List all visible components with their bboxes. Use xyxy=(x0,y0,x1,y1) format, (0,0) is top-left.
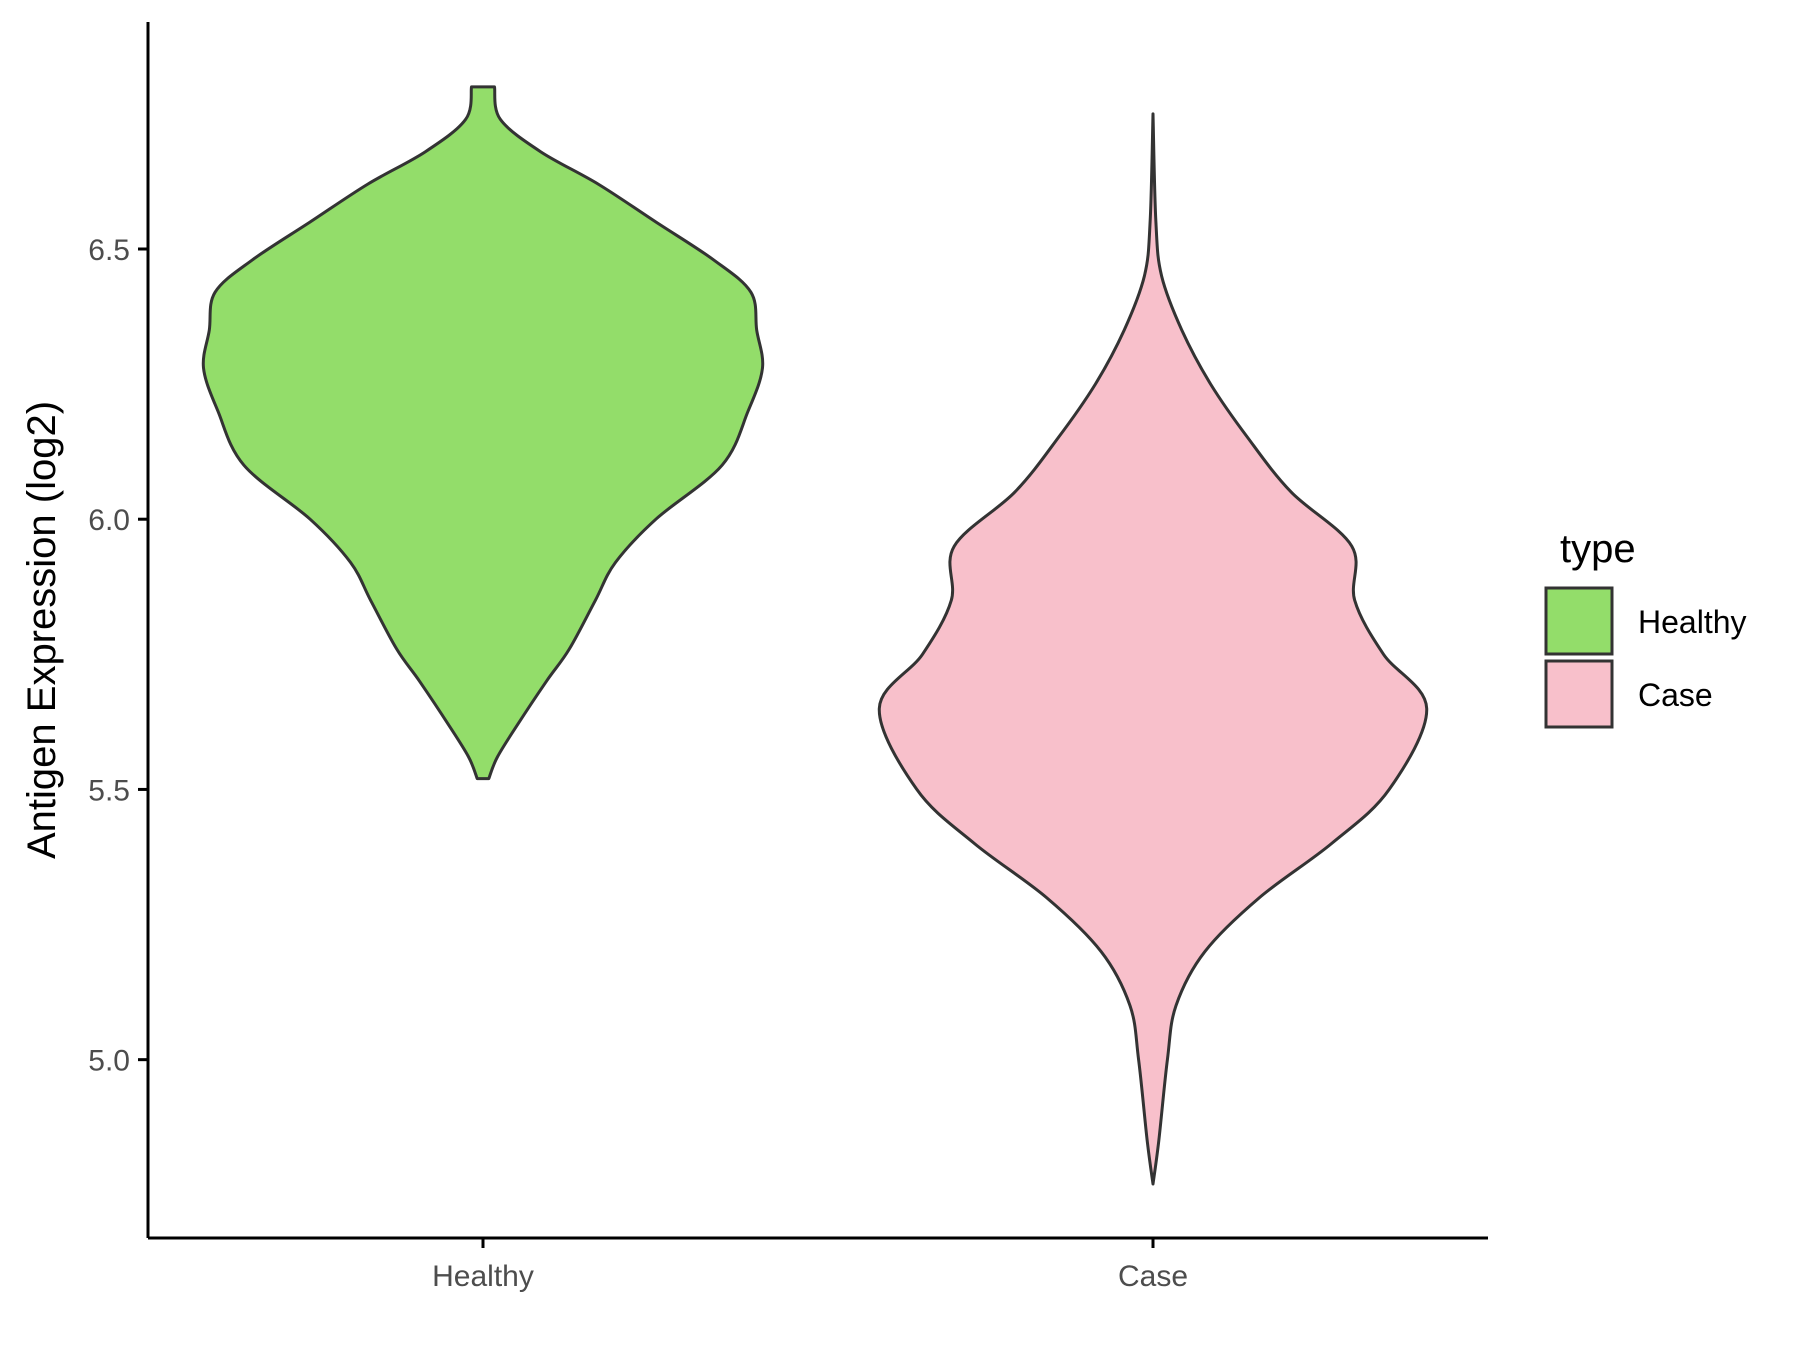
legend-items: Healthy Case xyxy=(1544,586,1747,729)
x-ticks: Healthy Case xyxy=(432,1238,1188,1293)
x-tick-label: Case xyxy=(1118,1260,1188,1293)
y-tick-label: 5.0 xyxy=(88,1045,130,1078)
x-tick-label: Healthy xyxy=(432,1260,534,1293)
legend: type Healthy Case xyxy=(1544,527,1747,729)
violin-case xyxy=(877,112,1429,1186)
violins-layer xyxy=(201,85,1429,1186)
y-axis-title: Antigen Expression (log2) xyxy=(20,401,64,859)
legend-title: type xyxy=(1560,527,1636,571)
legend-label-case: Case xyxy=(1638,677,1713,713)
legend-swatch-case xyxy=(1544,659,1614,729)
y-tick-label: 6.0 xyxy=(88,504,130,537)
y-tick-label: 5.5 xyxy=(88,774,130,807)
violin-healthy xyxy=(201,85,765,781)
y-tick-label: 6.5 xyxy=(88,234,130,267)
y-ticks: 5.0 5.5 6.0 6.5 xyxy=(88,234,148,1078)
legend-swatch-healthy xyxy=(1544,586,1614,656)
legend-label-healthy: Healthy xyxy=(1638,604,1747,640)
